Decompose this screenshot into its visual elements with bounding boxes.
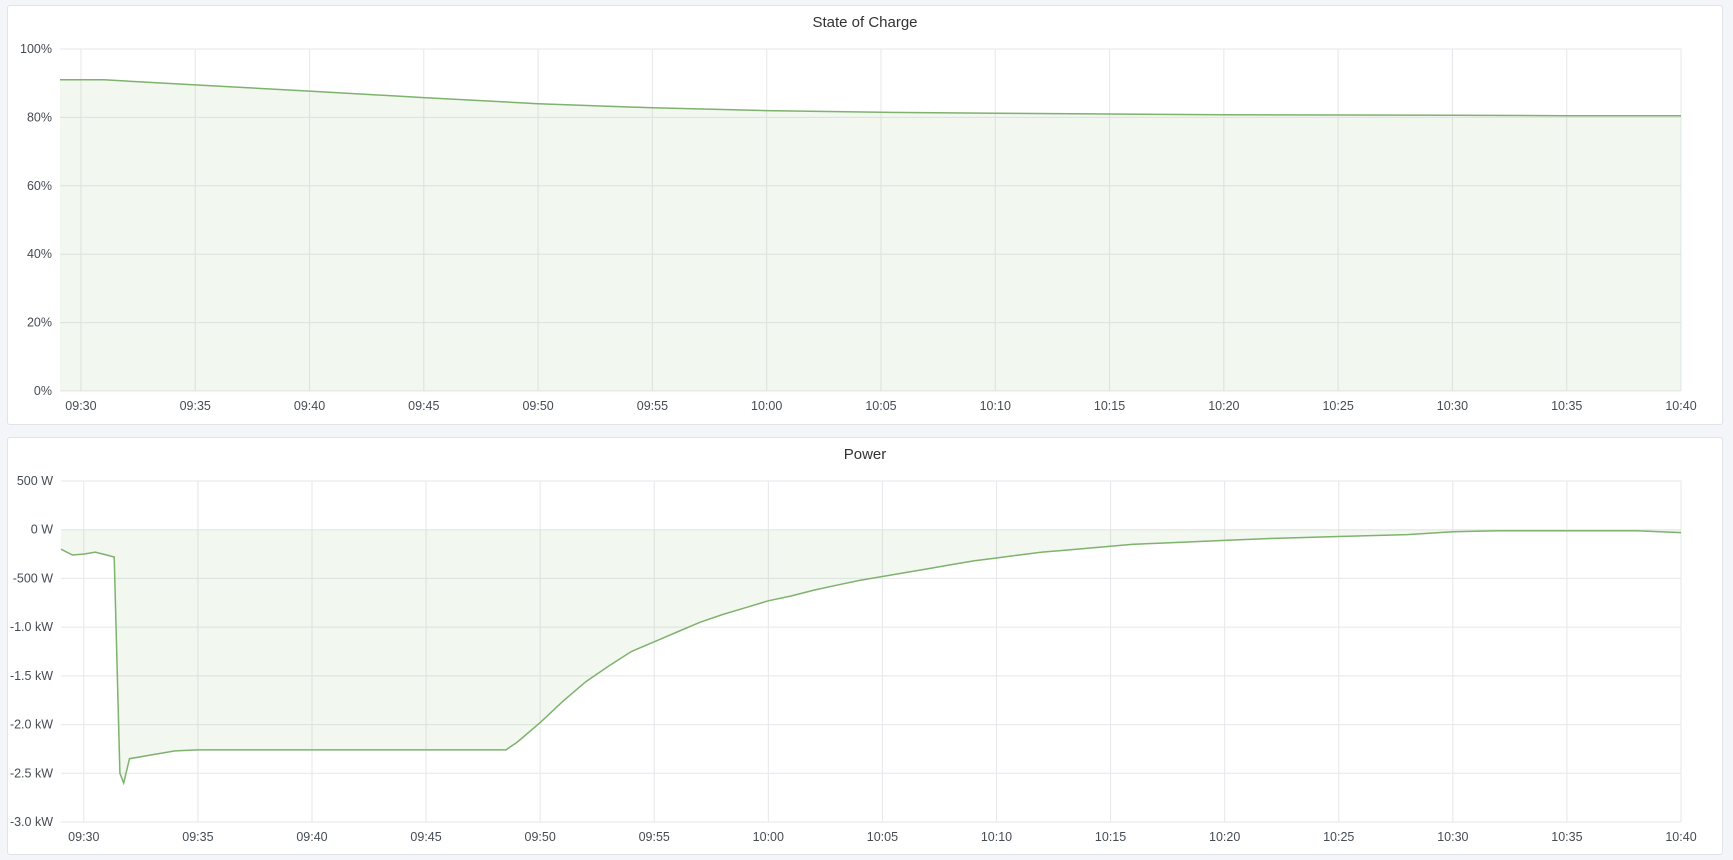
x-tick-label: 09:40 <box>294 399 325 413</box>
x-tick-label: 09:35 <box>180 399 211 413</box>
y-tick-label: 40% <box>27 247 52 261</box>
y-tick-label: 0 W <box>31 523 53 537</box>
series-line <box>60 529 1682 786</box>
x-tick-label: 10:20 <box>1208 399 1239 413</box>
x-tick-label: 10:15 <box>1094 399 1125 413</box>
x-tick-label: 09:45 <box>410 830 441 844</box>
soc-panel: State of Charge <box>7 5 1723 425</box>
x-tick-label: 10:05 <box>867 830 898 844</box>
x-tick-label: 10:00 <box>753 830 784 844</box>
x-tick-label: 10:40 <box>1665 399 1696 413</box>
x-tick-label: 09:30 <box>68 830 99 844</box>
y-tick-label: -500 W <box>13 571 53 585</box>
y-tick-label: -1.0 kW <box>10 620 53 634</box>
x-tick-label: 10:15 <box>1095 830 1126 844</box>
x-tick-label: 09:30 <box>65 399 96 413</box>
y-tick-label: 20% <box>27 316 52 330</box>
x-tick-label: 10:10 <box>980 399 1011 413</box>
x-tick-label: 10:10 <box>981 830 1012 844</box>
y-tick-label: -1.5 kW <box>10 669 53 683</box>
y-tick-label: -2.0 kW <box>10 718 53 732</box>
x-tick-label: 10:25 <box>1322 399 1353 413</box>
x-tick-label: 10:30 <box>1437 830 1468 844</box>
y-tick-label: -2.5 kW <box>10 766 53 780</box>
x-tick-label: 09:50 <box>525 830 556 844</box>
series-line <box>60 79 1681 117</box>
x-tick-label: 10:00 <box>751 399 782 413</box>
series-area <box>60 79 1681 392</box>
y-tick-label: 80% <box>27 110 52 124</box>
x-tick-label: 10:35 <box>1551 399 1582 413</box>
x-tick-label: 10:35 <box>1551 830 1582 844</box>
x-tick-label: 10:30 <box>1437 399 1468 413</box>
y-tick-label: 100% <box>20 42 52 56</box>
y-tick-label: 0% <box>34 384 52 398</box>
x-tick-label: 09:55 <box>639 830 670 844</box>
x-tick-label: 09:50 <box>522 399 553 413</box>
y-tick-label: 60% <box>27 179 52 193</box>
power-panel: Power <box>7 437 1723 855</box>
x-tick-label: 09:55 <box>637 399 668 413</box>
series-area <box>61 529 1681 783</box>
x-tick-label: 09:45 <box>408 399 439 413</box>
soc-title: State of Charge <box>812 14 918 31</box>
x-tick-label: 10:20 <box>1209 830 1240 844</box>
power-title: Power <box>843 446 887 463</box>
x-tick-label: 10:25 <box>1323 830 1354 844</box>
x-tick-label: 10:40 <box>1665 830 1696 844</box>
x-tick-label: 09:35 <box>182 830 213 844</box>
y-tick-label: 500 W <box>17 474 53 488</box>
x-tick-label: 09:40 <box>296 830 327 844</box>
y-tick-label: -3.0 kW <box>10 815 53 829</box>
x-tick-label: 10:05 <box>865 399 896 413</box>
